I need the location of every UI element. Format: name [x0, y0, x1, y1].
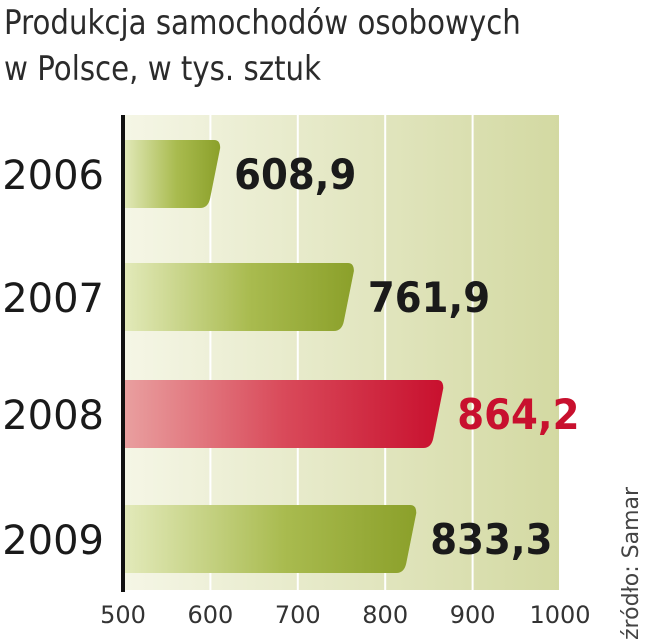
value-label-2008: 864,2 [457, 390, 579, 439]
title-line-2: w Polsce, w tys. sztuk [4, 49, 322, 89]
value-label-2007: 761,9 [368, 273, 490, 322]
x-tick-label: 800 [362, 601, 408, 629]
bar-2008 [123, 380, 444, 448]
x-tick-label: 900 [450, 601, 496, 629]
chart-title: Produkcja samochodów osobowych w Polsce,… [4, 0, 521, 92]
x-tick-label: 600 [187, 601, 233, 629]
x-tick-label: 1000 [529, 601, 590, 629]
value-label-2009: 833,3 [430, 515, 552, 564]
category-label-2009: 2009 [2, 518, 104, 564]
bar-2009 [123, 505, 417, 573]
bar-2006 [123, 140, 221, 208]
x-tick-label: 500 [100, 601, 146, 629]
category-label-2006: 2006 [2, 153, 104, 199]
bar-2007 [123, 263, 354, 331]
category-label-2007: 2007 [2, 276, 104, 322]
category-label-2008: 2008 [2, 393, 104, 439]
source-label: źródło: Samar [619, 486, 644, 640]
title-line-1: Produkcja samochodów osobowych [4, 3, 521, 43]
x-tick-label: 700 [275, 601, 321, 629]
value-label-2006: 608,9 [234, 150, 356, 199]
